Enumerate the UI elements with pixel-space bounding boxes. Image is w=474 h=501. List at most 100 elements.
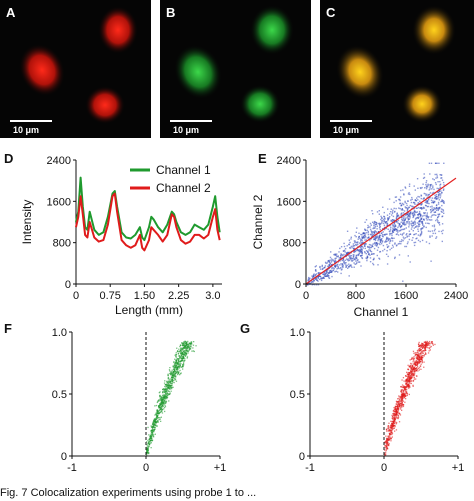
scatter-point: [432, 186, 434, 189]
scatter-point: [373, 223, 375, 225]
scatter-point: [410, 371, 412, 373]
scatter-point: [433, 211, 435, 214]
scatter-point: [182, 364, 184, 366]
scatter-point: [337, 265, 339, 267]
scatter-point: [187, 343, 189, 345]
scatter-point: [178, 358, 180, 360]
scatter-point: [392, 413, 394, 415]
scatter-point: [432, 209, 435, 211]
scatter-point: [166, 388, 168, 390]
scatter-point: [186, 348, 188, 350]
scatter-point: [428, 193, 430, 196]
scatter-point: [439, 183, 442, 185]
scatter-point: [432, 214, 434, 216]
scatter-point: [165, 385, 167, 388]
scatter-point: [423, 207, 426, 209]
scatter-point: [354, 263, 356, 265]
scatter-point: [409, 373, 411, 375]
scatter-point: [402, 386, 404, 388]
scatter-point: [401, 397, 403, 400]
scatter-point: [174, 378, 176, 380]
scatter-point: [391, 237, 393, 239]
scatter-point: [369, 261, 372, 263]
scatter-point: [169, 393, 171, 395]
scatter-point: [403, 397, 405, 399]
scatter-point: [416, 362, 419, 364]
scatter-point: [153, 434, 155, 436]
scatter-point: [174, 367, 176, 369]
scatter-point: [373, 231, 376, 234]
scatter-point: [435, 196, 437, 198]
scatter-point: [164, 404, 166, 406]
scatter-point: [422, 356, 424, 359]
scatter-point: [347, 260, 350, 262]
scatter-point: [409, 193, 411, 196]
scatter-point: [339, 257, 342, 259]
scatter-point: [163, 389, 165, 391]
scatter-point: [408, 192, 410, 194]
scatter-point: [402, 400, 404, 402]
scatter-point: [436, 198, 438, 200]
scatter-point: [399, 196, 402, 198]
scatter-point: [151, 433, 153, 435]
scatter-point: [389, 248, 391, 251]
scatter-point: [411, 356, 413, 359]
scatter-point: [396, 412, 398, 415]
scatter-point: [399, 404, 401, 406]
scatter-point: [180, 349, 182, 351]
scatter-point: [420, 204, 422, 206]
scatter-point: [402, 377, 405, 379]
scatter-point: [375, 236, 377, 238]
scatter-point: [379, 225, 381, 227]
scatter-point: [329, 271, 331, 274]
scatter-point: [413, 352, 415, 354]
scatter-point: [413, 244, 416, 247]
scatter-point: [406, 210, 409, 212]
scatter-point: [183, 360, 185, 362]
scatter-point: [182, 363, 185, 365]
scatter-point: [355, 260, 357, 262]
scatter-point: [146, 444, 148, 446]
scatter-point: [315, 273, 318, 275]
scatter-point: [158, 409, 160, 412]
scatter-point: [417, 187, 419, 189]
scatter-point: [353, 240, 356, 242]
scatter-point: [421, 344, 423, 346]
scatter-point: [400, 240, 403, 243]
scatter-point: [377, 236, 380, 238]
scatter-point: [341, 264, 343, 266]
scatter-point: [355, 258, 358, 260]
scatter-point: [170, 382, 173, 384]
scatter-point: [408, 214, 411, 216]
scatter-point: [424, 349, 426, 351]
scatter-point: [412, 230, 414, 232]
scatter-point: [390, 438, 392, 440]
scatter-point: [190, 342, 192, 345]
scatter-point: [429, 346, 431, 348]
scatter-point: [425, 353, 427, 355]
scatter-point: [155, 413, 157, 416]
scatter-point: [409, 364, 412, 366]
scatter-point: [164, 390, 167, 393]
scatter-point: [364, 244, 366, 246]
scatter-point: [163, 396, 166, 398]
scatter-point: [414, 241, 417, 244]
scatter-point: [404, 206, 406, 208]
scatter-point: [390, 247, 393, 249]
scatter-point: [429, 188, 431, 190]
scatter-point: [398, 216, 400, 218]
scatter-point: [359, 249, 361, 251]
scatter-point: [330, 269, 332, 272]
scatter-point: [376, 211, 379, 213]
scatter-point: [346, 259, 349, 261]
scatter-point: [181, 342, 184, 344]
scatter-point: [168, 382, 170, 384]
scatter-point: [384, 217, 386, 219]
y-tick-label: 0.5: [290, 389, 305, 401]
scatter-point: [404, 393, 406, 395]
scatter-point: [365, 257, 367, 259]
scatter-point: [397, 409, 399, 411]
scatter-point: [178, 358, 180, 360]
scatter-point: [433, 202, 435, 204]
scatter-point: [367, 251, 369, 254]
